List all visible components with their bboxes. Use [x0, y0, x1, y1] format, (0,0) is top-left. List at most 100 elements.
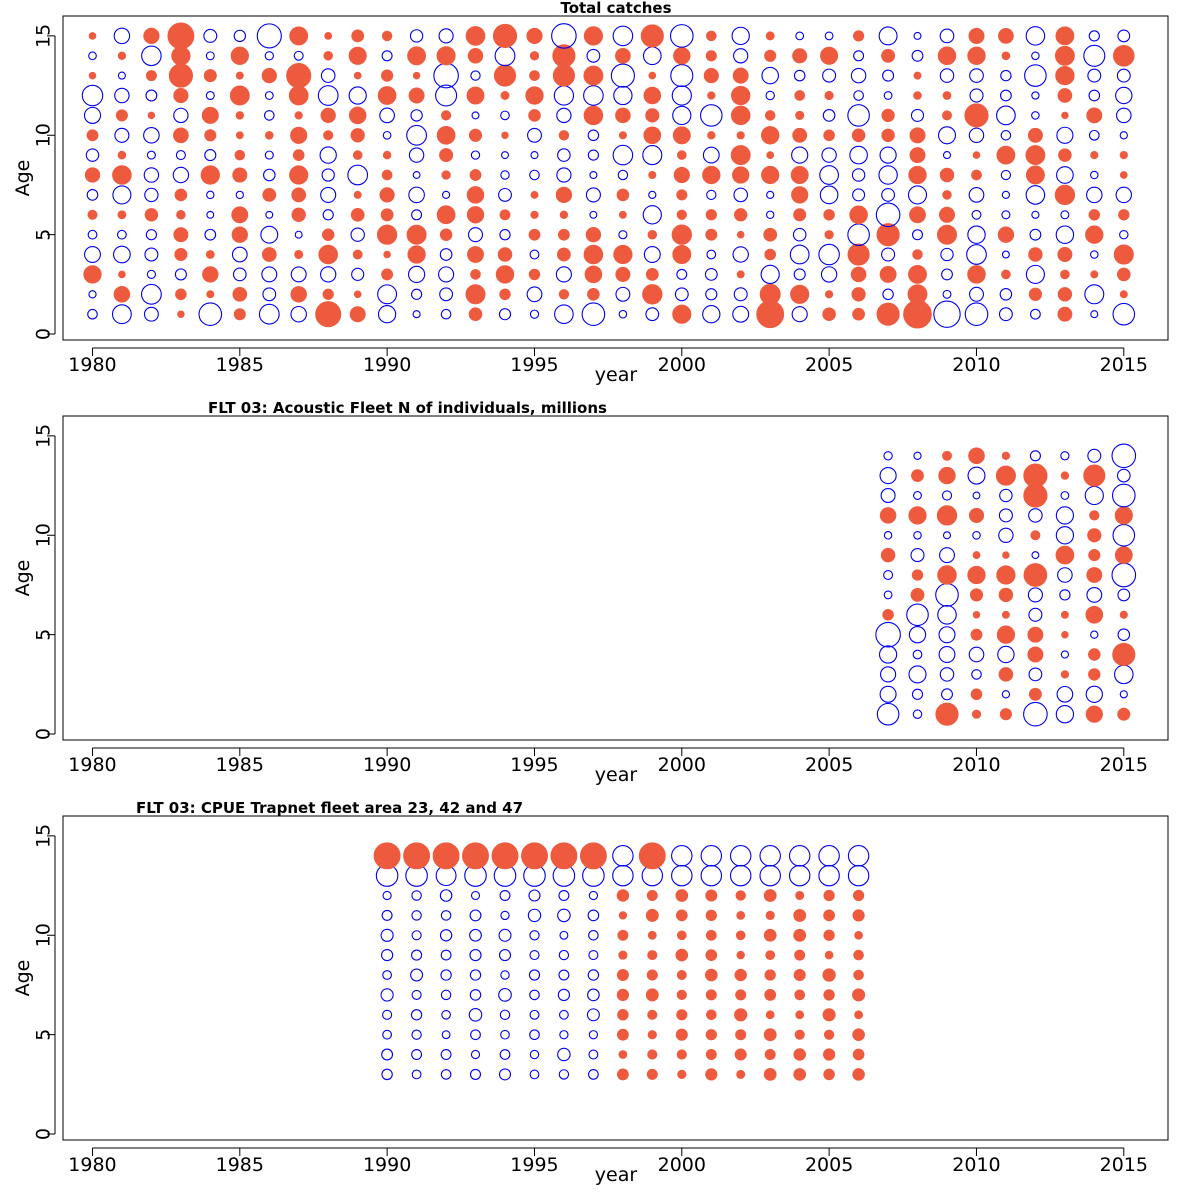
positive-residual-bubble: [761, 165, 780, 185]
negative-residual-bubble: [612, 864, 634, 887]
positive-residual-bubble: [676, 969, 687, 980]
y-tick-label: 15: [33, 824, 55, 848]
positive-residual-bubble: [379, 187, 395, 203]
positive-residual-bubble: [792, 127, 808, 143]
negative-residual-bubble: [588, 1049, 599, 1060]
positive-residual-bubble: [765, 910, 775, 921]
positive-residual-bubble: [824, 90, 834, 101]
negative-residual-bubble: [941, 268, 953, 281]
negative-residual-bubble: [173, 107, 189, 124]
positive-residual-bubble: [847, 243, 870, 266]
negative-residual-bubble: [143, 126, 160, 144]
negative-residual-bubble: [941, 490, 953, 501]
negative-residual-bubble: [587, 129, 600, 142]
positive-residual-bubble: [176, 210, 186, 220]
positive-residual-bubble: [824, 290, 834, 299]
negative-residual-bubble: [1088, 129, 1100, 141]
negative-residual-bubble: [818, 864, 840, 887]
negative-residual-bubble: [440, 989, 452, 1001]
positive-residual-bubble: [318, 244, 338, 265]
negative-residual-bubble: [1028, 607, 1043, 622]
negative-residual-bubble: [908, 665, 927, 684]
negative-residual-bubble: [942, 151, 952, 160]
positive-residual-bubble: [1119, 150, 1128, 160]
negative-residual-bubble: [587, 988, 600, 1002]
positive-residual-bubble: [352, 249, 363, 260]
negative-residual-bubble: [672, 105, 692, 126]
bubble-marks: [81, 22, 1136, 329]
positive-residual-bubble: [792, 48, 808, 64]
positive-residual-bubble: [969, 588, 984, 602]
positive-residual-bubble: [528, 268, 541, 281]
negative-residual-bubble: [766, 190, 775, 199]
y-axis-label: Age: [12, 560, 34, 597]
x-tick-label: 2005: [805, 354, 853, 376]
positive-residual-bubble: [469, 169, 482, 181]
positive-residual-bubble: [322, 228, 335, 241]
positive-residual-bubble: [556, 247, 571, 262]
positive-residual-bubble: [998, 667, 1014, 682]
negative-residual-bubble: [320, 68, 336, 83]
negative-residual-bubble: [852, 188, 866, 202]
negative-residual-bubble: [942, 289, 952, 299]
negative-residual-bubble: [556, 107, 572, 124]
positive-residual-bubble: [1119, 171, 1128, 179]
positive-residual-bubble: [412, 71, 421, 80]
positive-residual-bubble: [406, 224, 427, 245]
positive-residual-bubble: [793, 1068, 807, 1081]
negative-residual-bubble: [381, 1068, 393, 1081]
negative-residual-bubble: [409, 29, 424, 43]
negative-residual-bubble: [822, 68, 837, 83]
negative-residual-bubble: [671, 85, 692, 106]
negative-residual-bubble: [669, 24, 694, 48]
positive-residual-bubble: [707, 131, 716, 140]
positive-residual-bubble: [1061, 630, 1069, 639]
negative-residual-bubble: [1087, 448, 1102, 463]
negative-residual-bubble: [411, 930, 422, 941]
negative-residual-bubble: [1117, 588, 1131, 602]
positive-residual-bubble: [996, 625, 1016, 644]
negative-residual-bubble: [140, 283, 162, 305]
negative-residual-bubble: [788, 845, 811, 867]
negative-residual-bubble: [969, 286, 984, 302]
negative-residual-bubble: [1031, 210, 1040, 219]
negative-residual-bubble: [529, 309, 540, 319]
negative-residual-bubble: [587, 969, 600, 981]
negative-residual-bubble: [1088, 89, 1101, 102]
positive-residual-bubble: [235, 111, 245, 120]
positive-residual-bubble: [1085, 705, 1103, 723]
positive-residual-bubble: [648, 71, 657, 80]
negative-residual-bubble: [1117, 29, 1131, 43]
positive-residual-bubble: [936, 224, 957, 245]
negative-residual-bubble: [555, 266, 572, 283]
negative-residual-bubble: [699, 104, 723, 127]
positive-residual-bubble: [676, 930, 687, 941]
negative-residual-bubble: [1056, 685, 1074, 703]
bubble-marks: [373, 842, 870, 1081]
negative-residual-bubble: [203, 28, 218, 43]
positive-residual-bubble: [408, 87, 425, 104]
negative-residual-bubble: [198, 302, 223, 327]
negative-residual-bubble: [907, 185, 928, 205]
negative-residual-bubble: [442, 190, 451, 199]
negative-residual-bubble: [146, 150, 156, 160]
positive-residual-bubble: [647, 1049, 658, 1060]
negative-residual-bubble: [87, 308, 98, 320]
positive-residual-bubble: [794, 949, 806, 961]
negative-residual-bubble: [793, 69, 806, 82]
negative-residual-bubble: [1084, 284, 1105, 305]
negative-residual-bubble: [968, 646, 985, 663]
positive-residual-bubble: [144, 208, 159, 222]
positive-residual-bubble: [558, 130, 570, 141]
negative-residual-bubble: [529, 169, 540, 181]
negative-residual-bubble: [849, 145, 868, 165]
positive-residual-bubble: [912, 249, 923, 260]
positive-residual-bubble: [261, 247, 277, 262]
negative-residual-bubble: [971, 669, 982, 680]
positive-residual-bubble: [822, 968, 836, 982]
negative-residual-bubble: [702, 146, 720, 164]
negative-residual-bubble: [470, 890, 481, 901]
positive-residual-bubble: [910, 587, 925, 602]
negative-residual-bubble: [438, 266, 455, 283]
positive-residual-bubble: [407, 245, 426, 264]
